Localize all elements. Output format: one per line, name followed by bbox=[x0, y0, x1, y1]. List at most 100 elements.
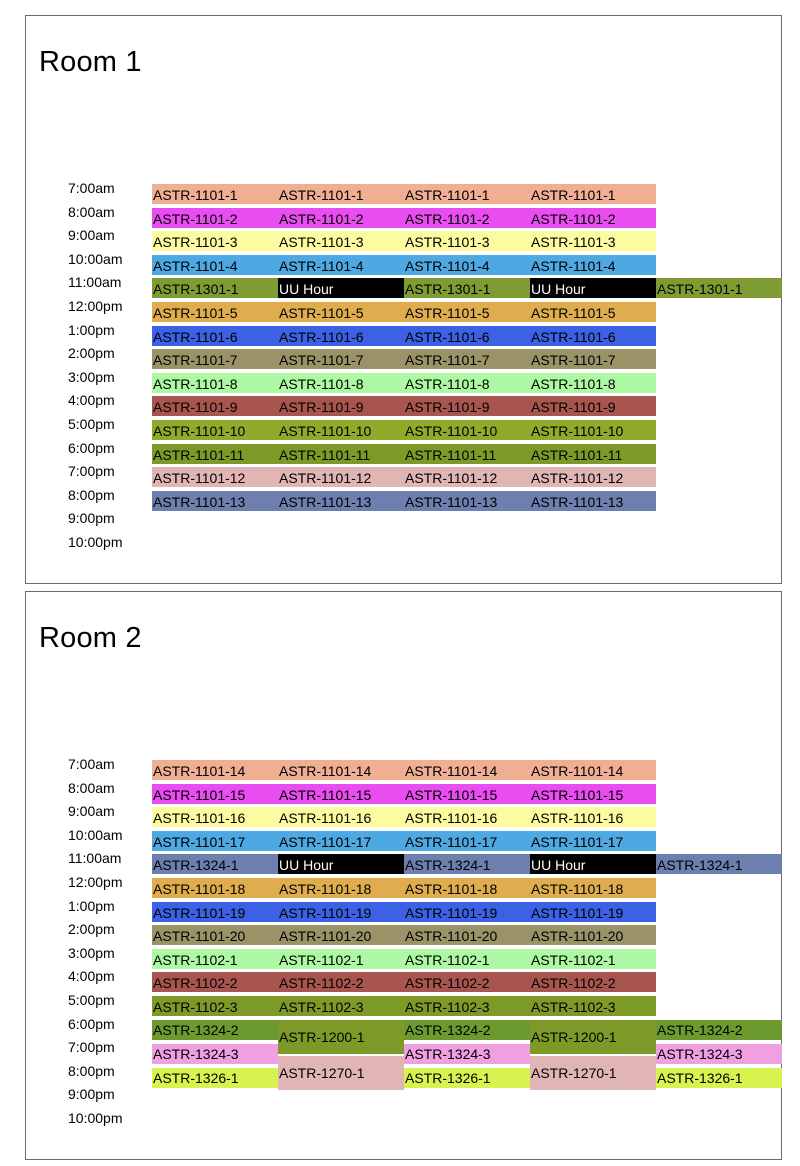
class-block[interactable]: ASTR-1101-1 bbox=[278, 184, 404, 204]
class-block[interactable]: ASTR-1101-5 bbox=[152, 302, 278, 322]
class-block[interactable]: ASTR-1101-1 bbox=[152, 184, 278, 204]
class-block[interactable]: ASTR-1101-8 bbox=[152, 372, 278, 393]
class-block[interactable]: ASTR-1101-9 bbox=[278, 396, 404, 417]
class-block[interactable]: ASTR-1324-1 bbox=[656, 854, 782, 875]
class-block[interactable]: ASTR-1101-18 bbox=[530, 878, 656, 898]
class-block[interactable]: ASTR-1101-12 bbox=[152, 467, 278, 488]
class-block[interactable]: ASTR-1101-8 bbox=[278, 372, 404, 393]
class-block[interactable]: ASTR-1101-3 bbox=[404, 231, 530, 252]
class-block[interactable]: ASTR-1270-1 bbox=[278, 1055, 404, 1090]
class-block[interactable]: ASTR-1324-2 bbox=[152, 1019, 278, 1040]
class-block[interactable]: ASTR-1102-3 bbox=[278, 996, 404, 1016]
class-block[interactable]: ASTR-1301-1 bbox=[152, 278, 278, 299]
class-block[interactable]: ASTR-1101-4 bbox=[530, 254, 656, 275]
class-block[interactable]: ASTR-1101-3 bbox=[152, 231, 278, 252]
class-block[interactable]: ASTR-1101-19 bbox=[404, 901, 530, 922]
class-block[interactable]: ASTR-1101-2 bbox=[278, 207, 404, 228]
class-block[interactable]: ASTR-1101-15 bbox=[278, 783, 404, 804]
class-block[interactable]: ASTR-1101-5 bbox=[278, 302, 404, 322]
class-block[interactable]: ASTR-1101-13 bbox=[152, 490, 278, 511]
class-block[interactable]: ASTR-1101-9 bbox=[404, 396, 530, 417]
class-block[interactable]: ASTR-1101-12 bbox=[404, 467, 530, 488]
class-block[interactable]: ASTR-1101-3 bbox=[278, 231, 404, 252]
class-block[interactable]: ASTR-1102-3 bbox=[152, 996, 278, 1016]
class-block[interactable]: ASTR-1101-20 bbox=[530, 925, 656, 946]
class-block[interactable]: ASTR-1101-4 bbox=[278, 254, 404, 275]
class-block[interactable]: ASTR-1101-6 bbox=[404, 325, 530, 346]
class-block[interactable]: ASTR-1101-10 bbox=[152, 420, 278, 440]
class-block[interactable]: ASTR-1101-17 bbox=[152, 830, 278, 851]
class-block[interactable]: ASTR-1102-2 bbox=[530, 972, 656, 993]
class-block[interactable]: ASTR-1200-1 bbox=[278, 1019, 404, 1054]
class-block[interactable]: ASTR-1101-20 bbox=[152, 925, 278, 946]
class-block[interactable]: ASTR-1301-1 bbox=[656, 278, 782, 299]
class-block[interactable]: ASTR-1101-16 bbox=[404, 807, 530, 828]
class-block[interactable]: ASTR-1101-15 bbox=[152, 783, 278, 804]
class-block[interactable]: ASTR-1200-1 bbox=[530, 1019, 656, 1054]
class-block[interactable]: ASTR-1101-15 bbox=[530, 783, 656, 804]
class-block[interactable]: ASTR-1102-1 bbox=[530, 948, 656, 969]
class-block[interactable]: ASTR-1101-4 bbox=[404, 254, 530, 275]
class-block[interactable]: ASTR-1324-2 bbox=[404, 1019, 530, 1040]
class-block[interactable]: ASTR-1101-13 bbox=[530, 490, 656, 511]
class-block[interactable]: UU Hour bbox=[278, 854, 404, 875]
class-block[interactable]: UU Hour bbox=[530, 278, 656, 299]
class-block[interactable]: ASTR-1101-5 bbox=[530, 302, 656, 322]
class-block[interactable]: ASTR-1101-18 bbox=[404, 878, 530, 898]
class-block[interactable]: ASTR-1101-16 bbox=[278, 807, 404, 828]
class-block[interactable]: ASTR-1324-1 bbox=[404, 854, 530, 875]
class-block[interactable]: UU Hour bbox=[278, 278, 404, 299]
class-block[interactable]: ASTR-1324-1 bbox=[152, 854, 278, 875]
class-block[interactable]: ASTR-1101-19 bbox=[152, 901, 278, 922]
class-block[interactable]: ASTR-1101-11 bbox=[404, 443, 530, 464]
class-block[interactable]: ASTR-1101-19 bbox=[530, 901, 656, 922]
class-block[interactable]: ASTR-1101-10 bbox=[530, 420, 656, 440]
class-block[interactable]: ASTR-1101-20 bbox=[278, 925, 404, 946]
class-block[interactable]: ASTR-1101-14 bbox=[404, 760, 530, 780]
class-block[interactable]: ASTR-1101-1 bbox=[530, 184, 656, 204]
class-block[interactable]: ASTR-1326-1 bbox=[656, 1067, 782, 1088]
class-block[interactable]: ASTR-1101-2 bbox=[530, 207, 656, 228]
class-block[interactable]: ASTR-1101-17 bbox=[404, 830, 530, 851]
class-block[interactable]: ASTR-1101-7 bbox=[152, 349, 278, 370]
class-block[interactable]: ASTR-1101-6 bbox=[530, 325, 656, 346]
class-block[interactable]: ASTR-1101-20 bbox=[404, 925, 530, 946]
class-block[interactable]: ASTR-1101-12 bbox=[278, 467, 404, 488]
class-block[interactable]: ASTR-1101-10 bbox=[278, 420, 404, 440]
class-block[interactable]: ASTR-1101-6 bbox=[152, 325, 278, 346]
class-block[interactable]: ASTR-1101-16 bbox=[152, 807, 278, 828]
class-block[interactable]: ASTR-1101-17 bbox=[278, 830, 404, 851]
class-block[interactable]: ASTR-1101-9 bbox=[530, 396, 656, 417]
class-block[interactable]: ASTR-1101-2 bbox=[404, 207, 530, 228]
class-block[interactable]: ASTR-1324-3 bbox=[152, 1043, 278, 1064]
class-block[interactable]: ASTR-1101-9 bbox=[152, 396, 278, 417]
class-block[interactable]: ASTR-1101-16 bbox=[530, 807, 656, 828]
class-block[interactable]: ASTR-1102-3 bbox=[530, 996, 656, 1016]
class-block[interactable]: ASTR-1101-10 bbox=[404, 420, 530, 440]
class-block[interactable]: ASTR-1101-6 bbox=[278, 325, 404, 346]
class-block[interactable]: ASTR-1101-1 bbox=[404, 184, 530, 204]
class-block[interactable]: ASTR-1101-17 bbox=[530, 830, 656, 851]
class-block[interactable]: ASTR-1102-2 bbox=[278, 972, 404, 993]
class-block[interactable]: ASTR-1101-2 bbox=[152, 207, 278, 228]
class-block[interactable]: ASTR-1101-18 bbox=[152, 878, 278, 898]
class-block[interactable]: ASTR-1101-11 bbox=[278, 443, 404, 464]
class-block[interactable]: ASTR-1101-5 bbox=[404, 302, 530, 322]
class-block[interactable]: ASTR-1101-14 bbox=[278, 760, 404, 780]
class-block[interactable]: ASTR-1326-1 bbox=[404, 1067, 530, 1088]
class-block[interactable]: ASTR-1102-1 bbox=[404, 948, 530, 969]
class-block[interactable]: ASTR-1101-8 bbox=[530, 372, 656, 393]
class-block[interactable]: ASTR-1101-7 bbox=[404, 349, 530, 370]
class-block[interactable]: ASTR-1324-2 bbox=[656, 1019, 782, 1040]
class-block[interactable]: ASTR-1324-3 bbox=[404, 1043, 530, 1064]
class-block[interactable]: ASTR-1102-3 bbox=[404, 996, 530, 1016]
class-block[interactable]: ASTR-1101-13 bbox=[278, 490, 404, 511]
class-block[interactable]: ASTR-1101-3 bbox=[530, 231, 656, 252]
class-block[interactable]: ASTR-1102-1 bbox=[152, 948, 278, 969]
class-block[interactable]: ASTR-1101-14 bbox=[152, 760, 278, 780]
class-block[interactable]: ASTR-1101-14 bbox=[530, 760, 656, 780]
class-block[interactable]: UU Hour bbox=[530, 854, 656, 875]
class-block[interactable]: ASTR-1101-19 bbox=[278, 901, 404, 922]
class-block[interactable]: ASTR-1102-2 bbox=[404, 972, 530, 993]
class-block[interactable]: ASTR-1101-13 bbox=[404, 490, 530, 511]
